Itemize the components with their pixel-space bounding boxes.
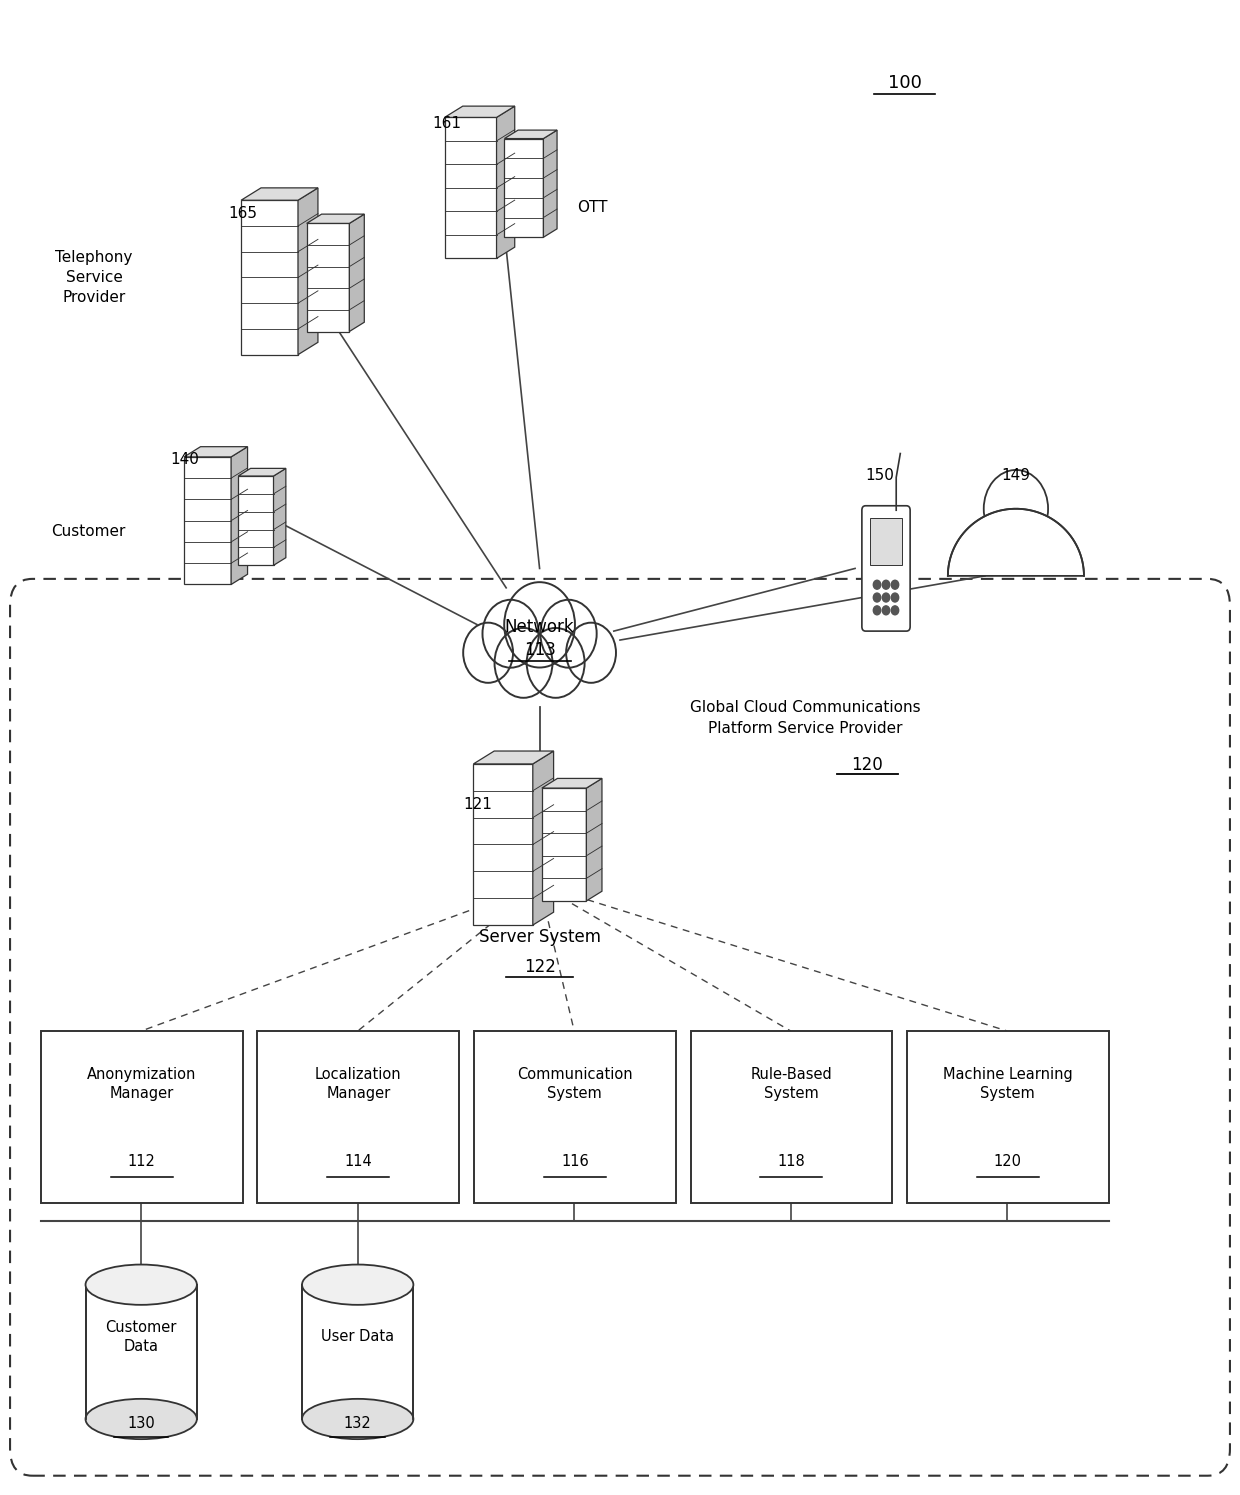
Circle shape bbox=[983, 469, 1048, 547]
Text: Telephony
Service
Provider: Telephony Service Provider bbox=[56, 250, 133, 305]
FancyBboxPatch shape bbox=[474, 1032, 676, 1202]
Polygon shape bbox=[474, 750, 553, 764]
Text: OTT: OTT bbox=[577, 200, 608, 215]
Text: 132: 132 bbox=[343, 1416, 372, 1431]
Polygon shape bbox=[298, 188, 317, 354]
Text: 120: 120 bbox=[994, 1154, 1022, 1169]
Text: Communication
System: Communication System bbox=[517, 1067, 632, 1102]
Text: 161: 161 bbox=[433, 117, 461, 132]
Polygon shape bbox=[238, 468, 286, 475]
Polygon shape bbox=[445, 106, 515, 118]
Text: Customer: Customer bbox=[51, 523, 125, 538]
Text: Localization
Manager: Localization Manager bbox=[315, 1067, 402, 1102]
Text: 130: 130 bbox=[128, 1416, 155, 1431]
FancyBboxPatch shape bbox=[41, 1032, 243, 1202]
Circle shape bbox=[883, 580, 890, 589]
FancyBboxPatch shape bbox=[906, 1032, 1109, 1202]
Ellipse shape bbox=[303, 1399, 413, 1440]
Text: 165: 165 bbox=[228, 206, 257, 221]
Polygon shape bbox=[274, 468, 286, 565]
Text: Anonymization
Manager: Anonymization Manager bbox=[87, 1067, 196, 1102]
Text: 122: 122 bbox=[523, 958, 556, 976]
Polygon shape bbox=[496, 106, 515, 259]
Text: User Data: User Data bbox=[321, 1329, 394, 1344]
Text: Rule-Based
System: Rule-Based System bbox=[750, 1067, 832, 1102]
Circle shape bbox=[495, 628, 553, 698]
Polygon shape bbox=[474, 764, 533, 925]
Polygon shape bbox=[241, 188, 317, 200]
Circle shape bbox=[892, 580, 899, 589]
Ellipse shape bbox=[303, 1265, 413, 1305]
Polygon shape bbox=[587, 779, 601, 901]
Circle shape bbox=[567, 623, 616, 683]
Circle shape bbox=[527, 628, 584, 698]
FancyBboxPatch shape bbox=[10, 579, 1230, 1476]
Text: 116: 116 bbox=[560, 1154, 589, 1169]
FancyBboxPatch shape bbox=[862, 505, 910, 631]
Text: 114: 114 bbox=[345, 1154, 372, 1169]
Ellipse shape bbox=[86, 1265, 197, 1305]
Circle shape bbox=[892, 605, 899, 614]
FancyBboxPatch shape bbox=[870, 519, 901, 565]
Polygon shape bbox=[303, 1284, 413, 1419]
Polygon shape bbox=[306, 214, 365, 223]
Circle shape bbox=[505, 582, 575, 667]
Polygon shape bbox=[445, 118, 496, 259]
Circle shape bbox=[892, 594, 899, 602]
Text: 140: 140 bbox=[170, 451, 198, 466]
Circle shape bbox=[883, 605, 890, 614]
Text: 149: 149 bbox=[1002, 468, 1030, 483]
Polygon shape bbox=[231, 447, 248, 585]
Polygon shape bbox=[542, 788, 587, 901]
Polygon shape bbox=[184, 447, 248, 457]
Circle shape bbox=[482, 599, 538, 668]
Text: Customer
Data: Customer Data bbox=[105, 1320, 177, 1354]
Polygon shape bbox=[184, 457, 231, 585]
FancyBboxPatch shape bbox=[691, 1032, 893, 1202]
Ellipse shape bbox=[86, 1399, 197, 1440]
Polygon shape bbox=[543, 130, 557, 238]
Text: 121: 121 bbox=[464, 797, 492, 812]
Text: 118: 118 bbox=[777, 1154, 805, 1169]
Polygon shape bbox=[350, 214, 365, 332]
FancyBboxPatch shape bbox=[258, 1032, 459, 1202]
Text: Server System: Server System bbox=[479, 928, 600, 946]
Text: 150: 150 bbox=[866, 468, 894, 483]
Text: 112: 112 bbox=[128, 1154, 156, 1169]
Polygon shape bbox=[533, 750, 553, 925]
Circle shape bbox=[883, 594, 890, 602]
Circle shape bbox=[873, 594, 880, 602]
Polygon shape bbox=[542, 779, 601, 788]
Circle shape bbox=[873, 605, 880, 614]
Text: 120: 120 bbox=[852, 756, 883, 774]
Polygon shape bbox=[505, 139, 543, 238]
Polygon shape bbox=[306, 223, 350, 332]
Text: Network
113: Network 113 bbox=[505, 617, 574, 659]
Circle shape bbox=[541, 599, 596, 668]
Text: 100: 100 bbox=[888, 75, 921, 93]
Circle shape bbox=[464, 623, 513, 683]
Polygon shape bbox=[241, 200, 298, 354]
Text: Global Cloud Communications
Platform Service Provider: Global Cloud Communications Platform Ser… bbox=[691, 700, 921, 736]
Polygon shape bbox=[86, 1284, 197, 1419]
Polygon shape bbox=[947, 508, 1084, 576]
Text: Machine Learning
System: Machine Learning System bbox=[942, 1067, 1073, 1102]
Polygon shape bbox=[238, 475, 274, 565]
Polygon shape bbox=[505, 130, 557, 139]
Circle shape bbox=[873, 580, 880, 589]
